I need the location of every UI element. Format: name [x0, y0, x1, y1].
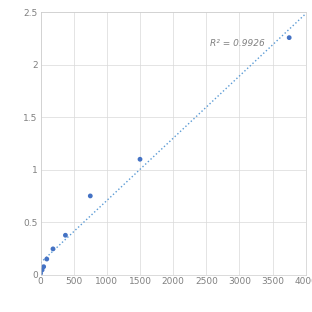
Point — [88, 193, 93, 198]
Point — [51, 246, 56, 251]
Point — [41, 264, 46, 269]
Point — [40, 267, 45, 272]
Point — [138, 157, 143, 162]
Point — [38, 271, 43, 276]
Point — [44, 256, 49, 261]
Text: R² = 0.9926: R² = 0.9926 — [210, 39, 264, 48]
Point — [287, 35, 292, 40]
Point — [63, 233, 68, 238]
